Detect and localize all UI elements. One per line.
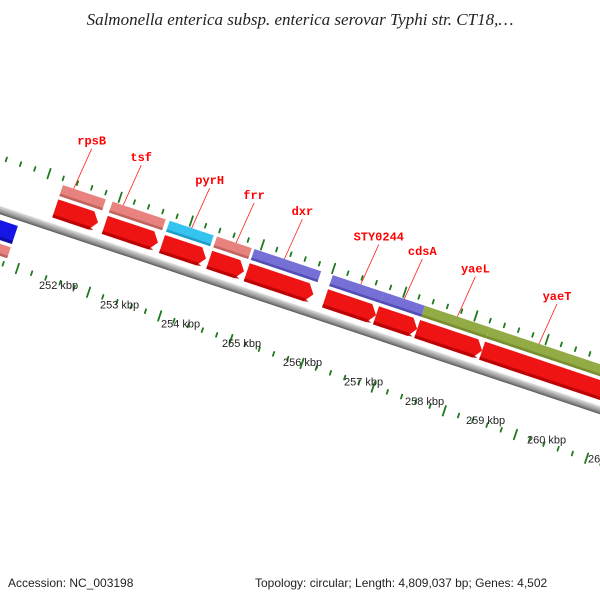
svg-text:261 kbp: 261 kbp xyxy=(588,454,600,466)
svg-text:yaeT: yaeT xyxy=(543,290,572,304)
svg-text:252 kbp: 252 kbp xyxy=(39,280,78,292)
svg-text:cdsA: cdsA xyxy=(408,245,438,259)
svg-text:254 kbp: 254 kbp xyxy=(161,319,200,331)
svg-text:255 kbp: 255 kbp xyxy=(222,338,261,350)
svg-text:260 kbp: 260 kbp xyxy=(527,434,566,446)
svg-text:253 kbp: 253 kbp xyxy=(100,299,139,311)
svg-text:258 kbp: 258 kbp xyxy=(405,396,444,408)
svg-text:STY0244: STY0244 xyxy=(354,230,404,244)
svg-text:dxr: dxr xyxy=(292,205,314,219)
svg-text:259 kbp: 259 kbp xyxy=(466,415,505,427)
svg-text:rpsB: rpsB xyxy=(77,135,106,149)
svg-text:tsf: tsf xyxy=(130,151,152,165)
svg-text:pyrH: pyrH xyxy=(195,174,224,188)
svg-text:frr: frr xyxy=(243,189,265,203)
svg-text:yaeL: yaeL xyxy=(461,263,490,277)
svg-text:257 kbp: 257 kbp xyxy=(344,377,383,389)
svg-text:256 kbp: 256 kbp xyxy=(283,357,322,369)
